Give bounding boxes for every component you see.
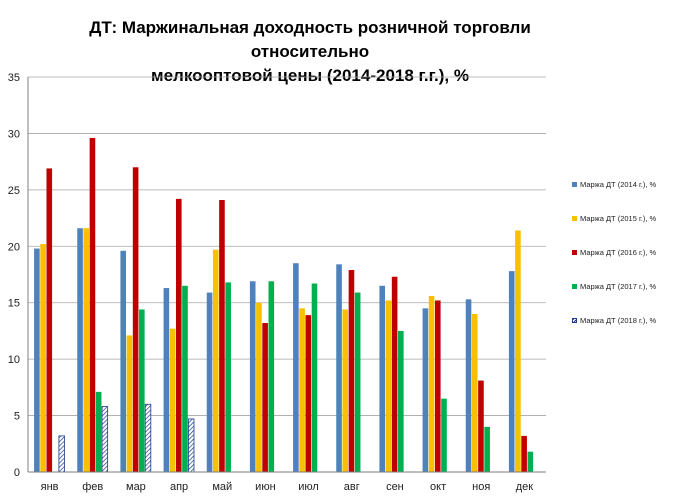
bar-5-фев xyxy=(101,406,109,473)
y-tick-label: 10 xyxy=(8,354,20,366)
x-tick-label: янв xyxy=(41,481,59,493)
bar-3-мар xyxy=(132,167,139,473)
bar-4-июл xyxy=(311,283,318,472)
bar-3-май xyxy=(219,200,225,472)
legend-item: Маржа ДТ (2018 г.), % xyxy=(572,314,678,348)
bar-4-мар xyxy=(139,309,145,472)
bar-1-фев xyxy=(77,228,83,472)
chart-title: ДТ: Маржинальная доходность розничной то… xyxy=(60,16,560,88)
bar-2-мар xyxy=(126,335,133,472)
chart-title-line-2: мелкооптовой цены (2014-2018 г.г.), % xyxy=(151,66,469,85)
bar-1-мар xyxy=(120,250,127,472)
bar-1-окт xyxy=(422,308,429,472)
bar-4-май xyxy=(225,282,231,472)
bar-5-мар xyxy=(144,403,152,473)
legend-swatch xyxy=(572,182,577,187)
bar-5-апр xyxy=(187,418,195,473)
bar-3-фев xyxy=(89,137,96,472)
bar-2-авг xyxy=(342,309,349,472)
y-tick-label: 30 xyxy=(8,128,20,140)
x-tick-label: сен xyxy=(386,481,404,493)
bar-1-апр xyxy=(163,288,170,472)
bar-4-сен xyxy=(398,330,404,472)
bar-4-авг xyxy=(354,292,361,472)
bar-3-июл xyxy=(305,315,312,472)
x-tick-label: мар xyxy=(126,481,146,493)
chart-title-line-1: ДТ: Маржинальная доходность розничной то… xyxy=(89,18,531,61)
bar-1-сен xyxy=(379,285,386,472)
legend-item: Маржа ДТ (2016 г.), % xyxy=(572,246,678,280)
bar-2-янв xyxy=(40,244,46,472)
bar-4-ноя xyxy=(484,426,490,472)
bar-3-дек xyxy=(521,435,527,472)
bar-3-окт xyxy=(434,300,441,472)
legend: Маржа ДТ (2014 г.), % Маржа ДТ (2015 г.),… xyxy=(572,178,678,348)
legend-item: Маржа ДТ (2015 г.), % xyxy=(572,212,678,246)
y-tick-label: 5 xyxy=(14,411,20,423)
legend-item: Маржа ДТ (2017 г.), % xyxy=(572,280,678,314)
x-tick-label: дек xyxy=(516,481,534,493)
x-tick-label: май xyxy=(212,481,232,493)
bar-2-июн xyxy=(256,302,262,472)
legend-item: Маржа ДТ (2014 г.), % xyxy=(572,178,678,212)
x-tick-label: окт xyxy=(430,481,446,493)
legend-swatch xyxy=(572,318,577,323)
y-tick-label: 15 xyxy=(8,298,20,310)
bar-3-апр xyxy=(175,198,182,472)
legend-swatch xyxy=(572,216,577,221)
bar-2-июл xyxy=(299,308,305,472)
bar-3-авг xyxy=(348,269,355,472)
legend-label: Маржа ДТ (2014 г.), % xyxy=(580,180,657,189)
y-tick-label: 0 xyxy=(14,467,20,479)
bar-2-дек xyxy=(515,230,521,472)
bar-4-дек xyxy=(527,451,534,472)
bar-2-фев xyxy=(83,228,90,472)
bar-4-июн xyxy=(268,281,275,472)
bar-1-дек xyxy=(508,271,515,472)
bar-1-ноя xyxy=(465,299,472,472)
bar-4-апр xyxy=(182,285,188,472)
bar-1-июн xyxy=(249,281,256,472)
legend-label: Маржа ДТ (2018 г.), % xyxy=(580,316,657,325)
bar-2-сен xyxy=(385,300,392,472)
x-tick-label: ноя xyxy=(472,481,490,493)
bar-1-июл xyxy=(293,263,299,472)
y-tick-label: 25 xyxy=(8,185,20,197)
bar-2-ноя xyxy=(471,314,478,472)
bar-4-фев xyxy=(95,391,102,472)
legend-label: Маржа ДТ (2016 г.), % xyxy=(580,248,657,257)
axes: 0 5 10 15 20 25 30 35 янв фев мар апр май июн июл авг се… xyxy=(8,72,546,493)
x-tick-label: авг xyxy=(344,481,360,493)
y-tick-label: 35 xyxy=(8,72,20,84)
bar-1-янв xyxy=(34,248,40,472)
bar-1-авг xyxy=(336,264,342,472)
bar-2-апр xyxy=(169,328,176,472)
legend-swatch xyxy=(572,250,577,255)
x-tick-label: фев xyxy=(82,481,103,493)
bar-5-янв xyxy=(58,435,65,473)
bars xyxy=(34,137,534,473)
legend-label: Маржа ДТ (2017 г.), % xyxy=(580,282,657,291)
x-tick-label: апр xyxy=(170,481,188,493)
legend-label: Маржа ДТ (2015 г.), % xyxy=(580,214,657,223)
x-tick-label: июн xyxy=(255,481,275,493)
bar-3-ноя xyxy=(478,380,484,472)
bar-3-сен xyxy=(391,276,398,472)
bar-2-май xyxy=(212,249,219,472)
x-tick-label: июл xyxy=(298,481,319,493)
legend-swatch xyxy=(572,284,577,289)
bar-3-янв xyxy=(46,168,53,472)
y-tick-label: 20 xyxy=(8,241,20,253)
bar-3-июн xyxy=(262,323,268,472)
bar-4-окт xyxy=(441,398,447,472)
bar-2-окт xyxy=(428,295,435,472)
bar-1-май xyxy=(206,292,213,472)
